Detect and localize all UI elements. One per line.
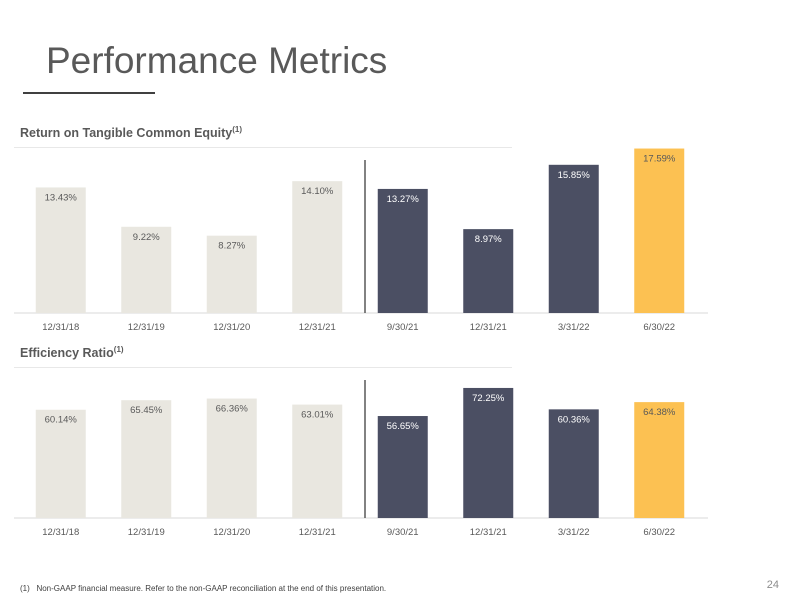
- x-tick-label: 6/30/22: [643, 527, 675, 538]
- title-underline: [23, 92, 155, 94]
- bar-12-31-19-1: [121, 400, 172, 518]
- rotce-bar-chart: 13.43% 12/31/18 9.22% 12/31/19 8.27% 12/31/20…: [14, 148, 708, 333]
- data-label: 9.22%: [133, 232, 160, 243]
- data-label: 64.38%: [643, 407, 676, 418]
- bar-12-31-19-1: [121, 226, 172, 313]
- bar-3-31-22-6: [548, 164, 599, 313]
- bar-9-30-21-4: [377, 416, 428, 518]
- data-label: 13.43%: [45, 192, 78, 203]
- data-label: 15.85%: [558, 170, 591, 181]
- bar-12-31-21-5: [463, 387, 514, 518]
- bar-6-30-22-7: [634, 402, 685, 518]
- bar-12-31-18-0: [35, 409, 86, 518]
- data-label: 72.25%: [472, 393, 505, 404]
- bar-12-31-21-3: [292, 404, 343, 518]
- data-label: 8.27%: [218, 241, 245, 252]
- x-tick-label: 12/31/20: [213, 322, 250, 333]
- page-number: 24: [766, 579, 779, 591]
- x-tick-label: 12/31/21: [299, 322, 336, 333]
- x-tick-label: 12/31/21: [299, 527, 336, 538]
- bar-6-30-22-7: [634, 148, 685, 313]
- data-label: 66.36%: [216, 404, 249, 415]
- page-title: Performance Metrics: [46, 40, 388, 81]
- x-tick-label: 3/31/22: [558, 322, 590, 333]
- x-tick-label: 12/31/20: [213, 527, 250, 538]
- bar-12-31-21-5: [463, 229, 514, 313]
- efficiency-footnote-ref: (1): [113, 345, 124, 354]
- data-label: 17.59%: [643, 154, 676, 165]
- footnote-marker: (1): [20, 584, 30, 593]
- footnote-text: Non-GAAP financial measure. Refer to the…: [36, 584, 387, 593]
- efficiency-bar-chart: 60.14% 12/31/18 65.45% 12/31/19 66.36% 12/31/…: [14, 380, 708, 538]
- rotce-chart-title: Return on Tangible Common Equity(1): [20, 125, 242, 140]
- data-label: 56.65%: [387, 421, 420, 432]
- data-label: 60.14%: [45, 415, 78, 426]
- footnote: (1) Non-GAAP financial measure. Refer to…: [20, 584, 386, 593]
- x-tick-label: 12/31/21: [470, 322, 507, 333]
- rotce-title-rule: [14, 147, 512, 148]
- rotce-footnote-ref: (1): [232, 125, 243, 134]
- data-label: 60.36%: [558, 414, 591, 425]
- bar-12-31-21-3: [292, 181, 343, 313]
- bar-9-30-21-4: [377, 188, 428, 313]
- data-label: 14.10%: [301, 186, 334, 197]
- x-tick-label: 12/31/19: [128, 527, 165, 538]
- rotce-chart-title-text: Return on Tangible Common Equity: [20, 126, 233, 141]
- x-tick-label: 12/31/18: [42, 322, 79, 333]
- x-tick-label: 6/30/22: [643, 322, 675, 333]
- data-label: 63.01%: [301, 410, 334, 421]
- x-tick-label: 9/30/21: [387, 322, 419, 333]
- bar-12-31-20-2: [206, 398, 257, 518]
- x-tick-label: 12/31/18: [42, 527, 79, 538]
- x-tick-label: 9/30/21: [387, 527, 419, 538]
- data-label: 65.45%: [130, 405, 163, 416]
- x-tick-label: 12/31/21: [470, 527, 507, 538]
- bar-3-31-22-6: [548, 409, 599, 518]
- efficiency-title-rule: [14, 367, 512, 368]
- x-tick-label: 12/31/19: [128, 322, 165, 333]
- efficiency-chart-title-text: Efficiency Ratio: [20, 346, 114, 361]
- bar-12-31-18-0: [35, 187, 86, 313]
- x-tick-label: 3/31/22: [558, 527, 590, 538]
- bar-12-31-20-2: [206, 235, 257, 313]
- data-label: 8.97%: [475, 234, 502, 245]
- data-label: 13.27%: [387, 194, 420, 205]
- efficiency-chart-title: Efficiency Ratio(1): [20, 345, 124, 360]
